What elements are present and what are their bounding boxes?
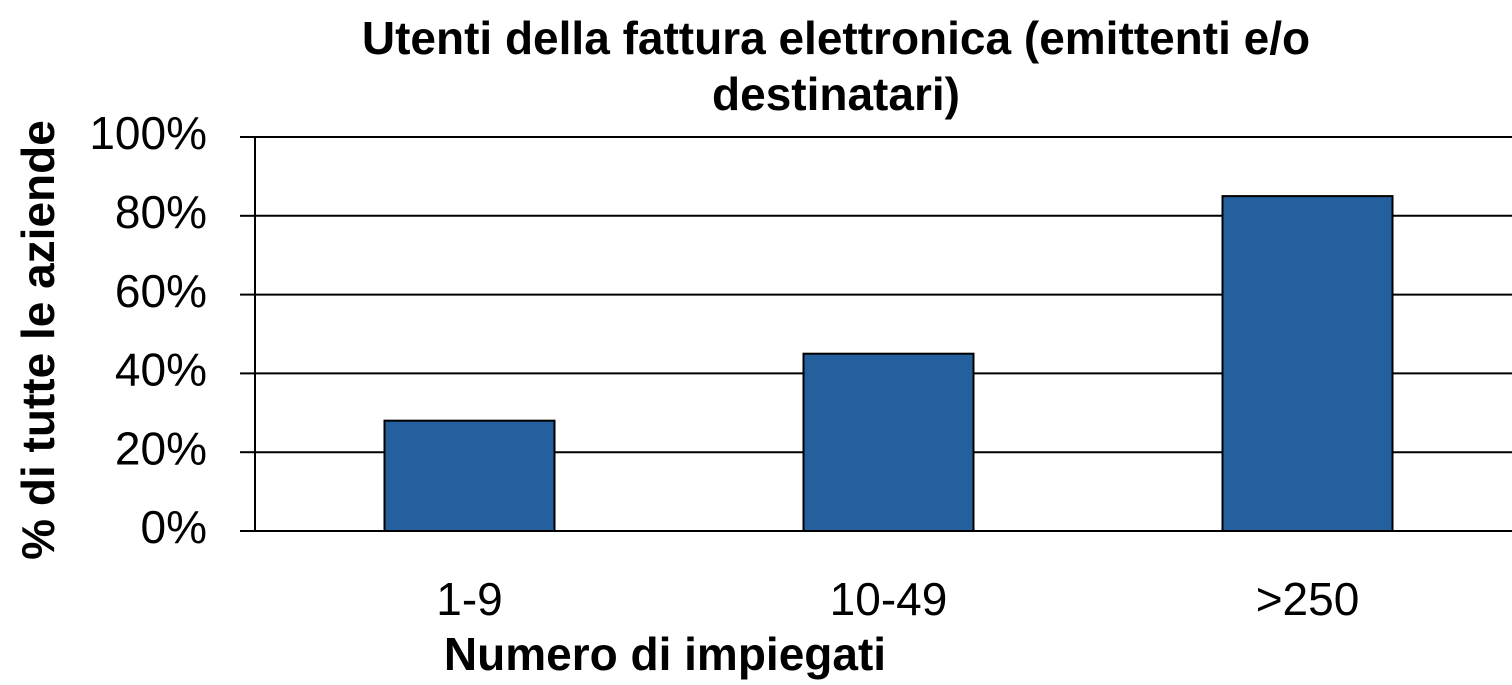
bar bbox=[802, 352, 975, 533]
x-axis-label: Numero di impiegati bbox=[444, 628, 886, 680]
y-tick-label: 20% bbox=[115, 422, 207, 474]
y-axis-label: % di tutte le aziende bbox=[12, 120, 64, 560]
y-tick-label: 0% bbox=[141, 501, 207, 553]
bar bbox=[1221, 195, 1394, 532]
bar bbox=[383, 419, 556, 532]
x-tick-label: 10-49 bbox=[830, 573, 948, 625]
x-tick-label: >250 bbox=[1256, 573, 1360, 625]
y-tick-label: 60% bbox=[115, 265, 207, 317]
chart-title: Utenti della fattura elettronica (emitte… bbox=[361, 12, 1311, 120]
y-tick-label: 100% bbox=[89, 107, 207, 159]
y-tick-label: 80% bbox=[115, 186, 207, 238]
x-tick-label: 1-9 bbox=[436, 573, 502, 625]
y-tick-label: 40% bbox=[115, 344, 207, 396]
